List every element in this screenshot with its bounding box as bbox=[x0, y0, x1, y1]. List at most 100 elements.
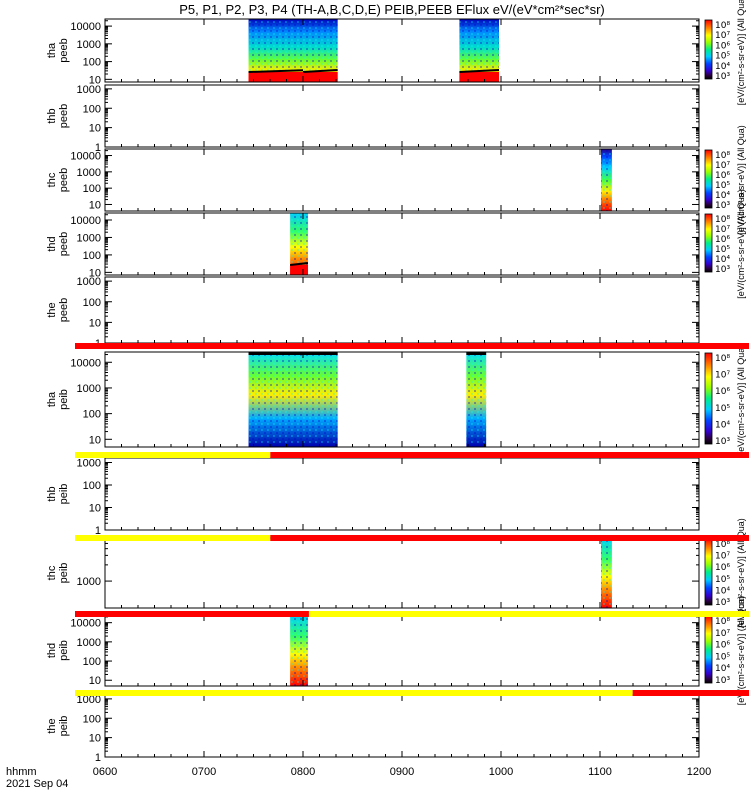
y-tick-label: 1 bbox=[95, 142, 101, 154]
y-label-product: peib bbox=[58, 563, 70, 584]
y-axis-label: thepeeb bbox=[46, 298, 70, 322]
colorbar bbox=[704, 538, 713, 606]
colorbar-tick-label: 10⁵ bbox=[715, 52, 730, 62]
panel-thc-peeb: 10000100010010thcpeeb10⁸10⁷10⁶10⁵10⁴10³[… bbox=[46, 125, 746, 235]
status-bar bbox=[75, 611, 749, 617]
colorbar-label: [eV/(cm²-s-sr-eV)] (All Qua) bbox=[736, 345, 746, 455]
colorbar-tick-label: 10⁸ bbox=[715, 151, 730, 161]
colorbar-label: [eV/(cm²-s-sr-eV)] (All Qua) bbox=[736, 518, 746, 628]
x-tick-label: 1000 bbox=[489, 766, 513, 778]
y-tick-label: 1000 bbox=[77, 167, 101, 179]
colorbar-tick-label: 10⁶ bbox=[715, 171, 730, 181]
y-tick-label: 10 bbox=[89, 434, 101, 446]
plot-area bbox=[105, 615, 699, 686]
spacecraft-potential-line bbox=[248, 69, 311, 73]
y-tick-label: 100 bbox=[83, 57, 101, 69]
colorbar-label: [eV/(cm²-s-sr-eV)] (All Qua) bbox=[736, 0, 746, 105]
y-axis-label: thepeib bbox=[46, 716, 70, 737]
panel-thd-peeb: 10000100010010thdpeeb10⁸10⁷10⁶10⁵10⁴10³[… bbox=[46, 189, 746, 299]
spacecraft-potential-line bbox=[290, 262, 309, 266]
plot-area bbox=[105, 85, 699, 147]
y-tick-label: 10000 bbox=[70, 357, 101, 369]
y-tick-label: 10 bbox=[89, 267, 101, 279]
colorbar-tick-label: 10⁵ bbox=[715, 181, 730, 191]
colorbar bbox=[704, 352, 713, 445]
plot-area bbox=[105, 458, 699, 530]
panel-thb-peeb: 1000 100 10 1 thbpeeb bbox=[46, 84, 700, 154]
y-axis-label: thcpeeb bbox=[46, 168, 70, 192]
colorbar-tick-label: 10⁶ bbox=[715, 235, 730, 245]
colorbar-tick-label: 10³ bbox=[715, 201, 730, 211]
plot-area bbox=[105, 277, 699, 343]
y-label-product: peib bbox=[58, 484, 70, 505]
y-tick-label: 1000 bbox=[77, 39, 101, 51]
panel-thb-peib: 1000 100 10 1 thbpeib bbox=[46, 457, 700, 537]
colorbar-tick-label: 10⁴ bbox=[715, 664, 730, 674]
y-label-product: peib bbox=[58, 640, 70, 661]
plot-area bbox=[105, 19, 699, 82]
low-energy-band bbox=[303, 72, 338, 82]
y-tick-label: 1000 bbox=[77, 232, 101, 244]
chart-title: P5, P1, P2, P3, P4 (TH-A,B,C,D,E) PEIB,P… bbox=[179, 2, 605, 17]
y-tick-label: 10 bbox=[89, 675, 101, 687]
spectrogram-texture bbox=[248, 352, 311, 447]
colorbar-tick-label: 10⁸ bbox=[715, 215, 730, 225]
y-tick-label: 10000 bbox=[70, 215, 101, 227]
plot-area bbox=[105, 538, 699, 608]
status-segment-red bbox=[632, 690, 749, 696]
x-tick-label: 1100 bbox=[588, 766, 612, 778]
colorbar bbox=[704, 19, 713, 80]
colorbar bbox=[704, 149, 713, 209]
y-label-probe: tha bbox=[46, 391, 58, 407]
colorbar-tick-label: 10³ bbox=[715, 598, 730, 608]
y-label-probe: the bbox=[46, 302, 58, 317]
y-label-product: peeb bbox=[58, 298, 70, 322]
colorbar-tick-label: 10⁶ bbox=[715, 563, 730, 573]
status-segment-red bbox=[270, 535, 749, 541]
y-label-probe: thc bbox=[46, 172, 58, 187]
colorbar-tick-label: 10⁶ bbox=[715, 41, 730, 51]
y-label-probe: tha bbox=[46, 42, 58, 58]
status-segment-yellow bbox=[75, 690, 633, 696]
status-bars bbox=[75, 343, 749, 696]
colorbar-tick-label: 10⁵ bbox=[715, 404, 730, 414]
spectrogram-texture bbox=[290, 213, 308, 275]
plot-area bbox=[105, 695, 699, 757]
y-tick-label: 1000 bbox=[77, 576, 101, 588]
y-label-product: peeb bbox=[58, 38, 70, 62]
y-axis-label: thdpeib bbox=[46, 640, 70, 661]
status-bar bbox=[75, 535, 749, 541]
colorbar-label: [eV/(cm²-s-sr-eV)] (All Qua) bbox=[736, 596, 746, 706]
x-axis: 0600 0700 0800 0900 1000 1100 1200 bbox=[93, 766, 711, 778]
status-bar bbox=[75, 452, 749, 458]
y-tick-label: 10 bbox=[89, 503, 101, 515]
x-tick-label: 1200 bbox=[687, 766, 711, 778]
y-tick-label: 1000 bbox=[77, 694, 101, 706]
x-tick-label: 0600 bbox=[93, 766, 117, 778]
y-axis-label: thbpeeb bbox=[46, 104, 70, 128]
plot-area bbox=[105, 149, 699, 211]
y-tick-label: 1000 bbox=[77, 276, 101, 288]
panel-the-peib: 1000 100 10 1 thepeib bbox=[46, 694, 700, 764]
panel-tha-peib: 10000 1000 100 10 thapeib 10⁸ 10⁷ 10⁶ 10⁵ 10⁴ 10³ [… bbox=[46, 345, 746, 455]
y-tick-label: 1000 bbox=[77, 637, 101, 649]
footer-hhmm: hhmm bbox=[6, 766, 37, 778]
ion-top-marker bbox=[248, 352, 311, 355]
panel-the-peeb: 1000100101thepeeb bbox=[46, 276, 700, 350]
colorbar-tick-label: 10⁶ bbox=[715, 387, 730, 397]
plot-area bbox=[105, 213, 699, 275]
status-segment-yellow bbox=[75, 535, 271, 541]
colorbar-tick-label: 10⁷ bbox=[715, 552, 730, 562]
y-tick-label: 100 bbox=[83, 183, 101, 195]
y-tick-label: 100 bbox=[83, 103, 101, 115]
y-label-product: peeb bbox=[58, 232, 70, 256]
y-tick-label: 100 bbox=[83, 480, 101, 492]
y-label-probe: the bbox=[46, 718, 58, 733]
y-tick-label: 10000 bbox=[70, 151, 101, 163]
y-tick-label: 1000 bbox=[77, 383, 101, 395]
spectrogram-texture bbox=[600, 149, 612, 211]
y-tick-label: 10 bbox=[89, 123, 101, 135]
status-segment-yellow bbox=[308, 611, 749, 617]
y-axis-label: thbpeib bbox=[46, 484, 70, 505]
